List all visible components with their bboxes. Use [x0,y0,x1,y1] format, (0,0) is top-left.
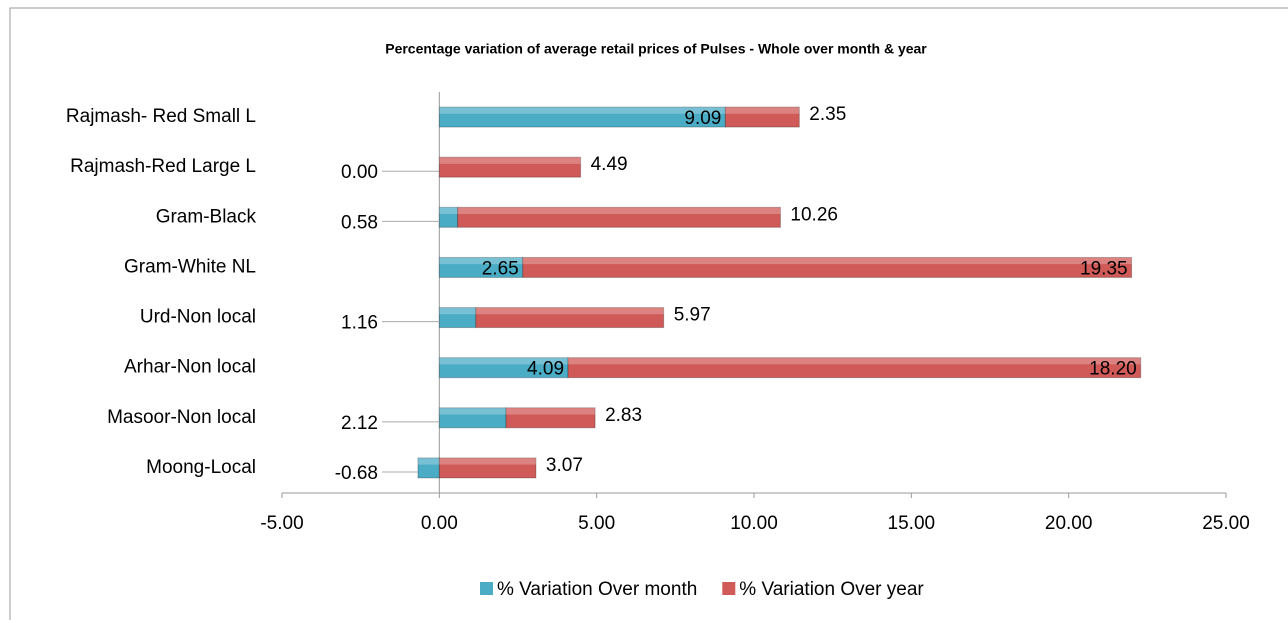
y-tick-label: Gram-White NL [124,256,256,277]
data-label: 2.35 [809,104,846,125]
bar-highlight [522,257,1132,265]
y-tick-label: Gram-Black [156,206,257,227]
y-tick-label: Masoor-Non local [107,407,256,428]
bar-highlight [439,107,726,114]
data-label: 9.09 [684,108,721,129]
bar-segment [724,106,800,128]
y-tick-label: Rajmash- Red Small L [66,106,256,127]
y-tick-label: Moong-Local [146,457,256,478]
bar-segment [438,156,582,178]
bar-highlight [439,357,569,365]
x-tick-label: 15.00 [888,513,936,534]
x-tick-label: 5.00 [578,513,615,534]
data-label: 5.97 [674,305,711,326]
data-label: 4.09 [527,359,564,380]
bar-highlight [439,257,523,265]
bar-segment [505,407,596,429]
data-label: 18.20 [1089,359,1137,380]
chart-title: Percentage variation of average retail p… [385,41,927,57]
bar-segment [567,357,1142,379]
y-tick-label: Rajmash-Red Large L [70,156,256,177]
bar-highlight [457,207,781,214]
x-tick-label: 0.00 [421,513,458,534]
bar-highlight [439,207,458,214]
data-label: 4.49 [591,154,628,175]
bar-highlight [475,307,664,315]
bar-highlight [417,457,440,465]
data-label: 3.07 [546,455,583,476]
legend-swatch [722,582,736,595]
x-tick-label: 10.00 [730,513,778,534]
data-label: 0.58 [341,212,378,233]
legend-label: % Variation Over year [739,579,924,600]
legend-swatch [480,582,493,595]
bar-highlight [439,457,536,465]
data-label: 0.00 [341,162,378,183]
bar-highlight [568,357,1141,365]
data-label: -0.68 [335,463,378,484]
bar-highlight [506,407,596,415]
data-label: 2.65 [482,258,519,279]
bar-highlight [439,307,476,315]
bar-highlight [725,107,800,114]
data-label: 2.12 [341,413,378,434]
data-label: 2.83 [605,405,642,426]
data-label: 19.35 [1080,258,1128,279]
bar-highlight [439,407,507,415]
legend-label: % Variation Over month [497,579,697,600]
bar-segment [475,307,665,329]
bar-segment [438,457,537,479]
data-label: 10.26 [790,204,838,225]
bar-segment [457,206,781,228]
bar-segment [522,256,1133,278]
y-tick-label: Arhar-Non local [124,357,256,378]
x-tick-label: 20.00 [1045,513,1093,534]
x-tick-label: 25.00 [1202,513,1250,534]
data-label: 1.16 [341,313,378,334]
x-tick-label: -5.00 [260,513,303,534]
y-tick-label: Urd-Non local [140,307,256,328]
bar-highlight [439,157,581,164]
